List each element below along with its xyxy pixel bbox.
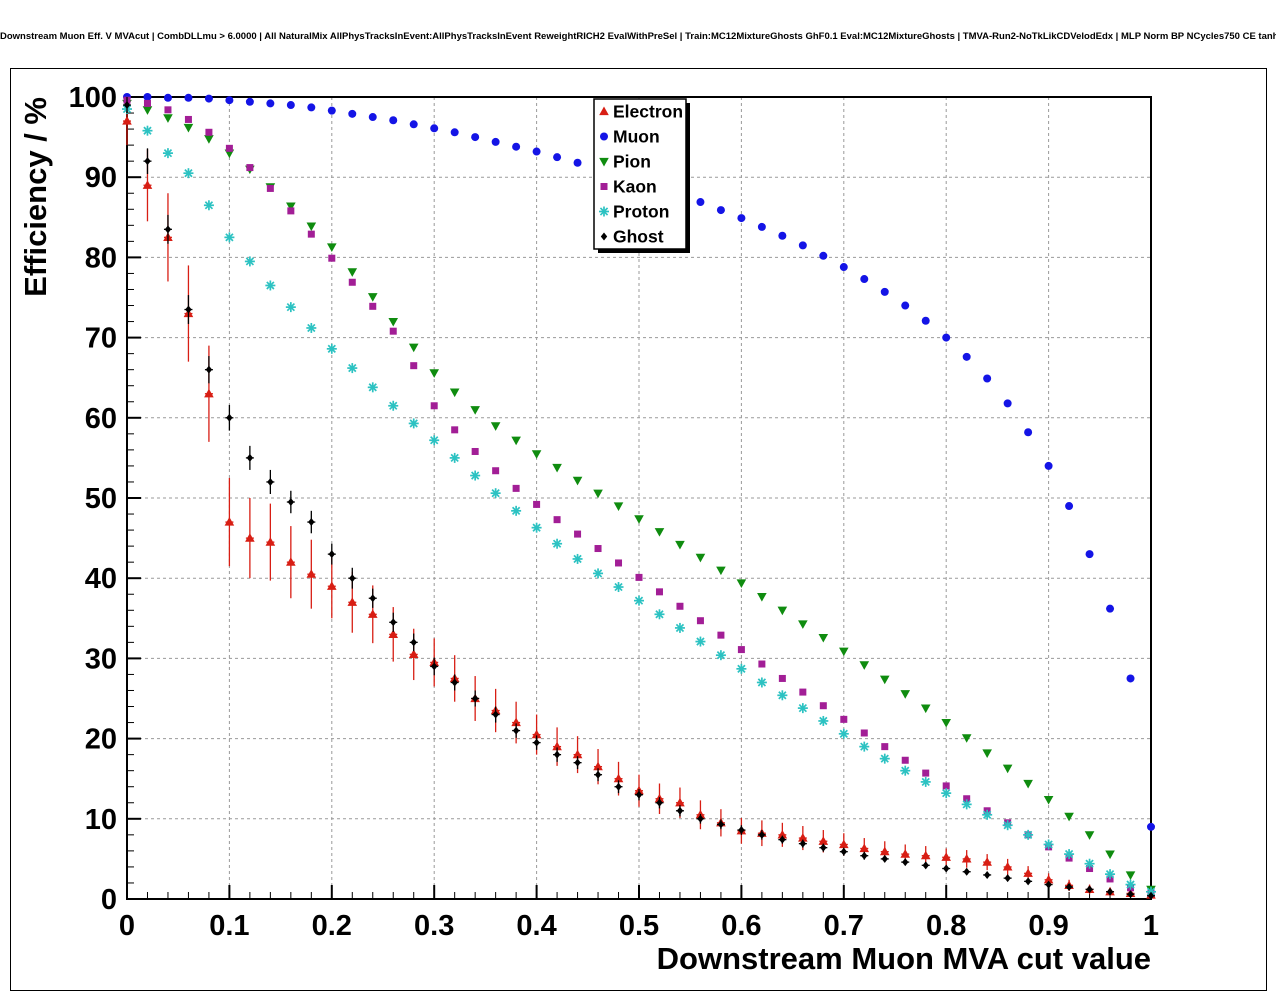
legend-item-pion: Pion <box>599 152 651 172</box>
legend-label: Proton <box>613 202 669 222</box>
legend-label: Ghost <box>613 227 664 247</box>
x-tick-label: 0.8 <box>926 910 966 942</box>
x-tick-label: 0.5 <box>619 910 659 942</box>
y-tick-label: 30 <box>85 643 117 675</box>
legend-item-kaon: Kaon <box>600 177 657 197</box>
legend-label: Electron <box>613 102 683 122</box>
x-tick-label: 0.7 <box>824 910 864 942</box>
series-proton <box>122 104 1156 897</box>
figure-title: Downstream Muon Eff. V MVAcut | CombDLLm… <box>0 31 1276 42</box>
legend-label: Pion <box>613 152 651 172</box>
x-tick-label: 0.9 <box>1028 910 1068 942</box>
legend-item-ghost: Ghost <box>600 227 664 247</box>
x-tick-label: 1 <box>1143 910 1159 942</box>
y-tick-label: 90 <box>85 162 117 194</box>
y-tick-label: 100 <box>69 82 117 114</box>
x-tick-label: 0.1 <box>209 910 249 942</box>
y-tick-label: 40 <box>85 563 117 595</box>
y-axis-title: Efficiency / % <box>18 97 53 297</box>
x-tick-label: 0.4 <box>516 910 556 942</box>
legend-item-proton: Proton <box>599 202 669 222</box>
legend-label: Kaon <box>613 177 657 197</box>
series-ghost <box>123 97 1155 900</box>
tick-labels: 0 0.1 0.2 0.3 0.4 0.5 0.6 0.7 0.8 0.9 101020304050… <box>69 82 1159 942</box>
x-axis-title: Downstream Muon MVA cut value <box>657 941 1151 976</box>
y-tick-label: 80 <box>85 242 117 274</box>
y-tick-label: 10 <box>85 804 117 836</box>
y-tick-label: 70 <box>85 323 117 355</box>
x-tick-label: 0 <box>119 910 135 942</box>
y-tick-label: 20 <box>85 724 117 756</box>
legend-item-electron: Electron <box>599 102 683 122</box>
x-tick-label: 0.6 <box>721 910 761 942</box>
x-tick-label: 0.3 <box>414 910 454 942</box>
x-tick-label: 0.2 <box>312 910 352 942</box>
gridlines <box>127 97 1151 899</box>
y-tick-label: 60 <box>85 403 117 435</box>
legend: Electron Muon Pion Kaon Proton Ghost <box>593 98 690 253</box>
y-tick-label: 0 <box>101 884 117 916</box>
legend-label: Muon <box>613 127 660 147</box>
y-tick-label: 50 <box>85 483 117 515</box>
axis-titles: Downstream Muon MVA cut value Efficiency … <box>18 97 1151 976</box>
legend-item-muon: Muon <box>600 127 660 147</box>
axes <box>126 96 1152 900</box>
